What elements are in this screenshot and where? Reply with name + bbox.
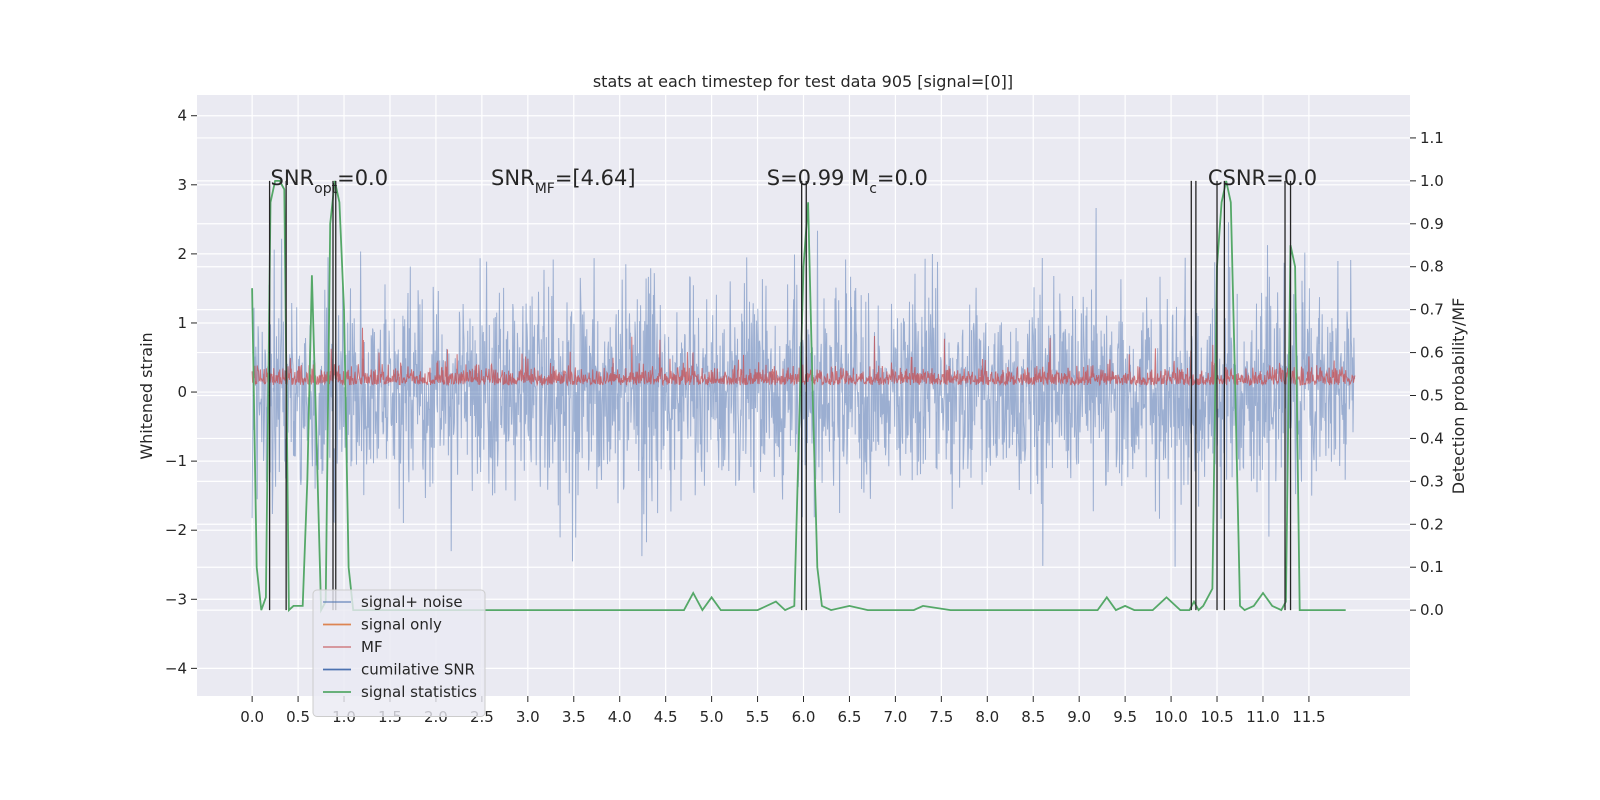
y2-tick-label: 0.9 <box>1420 215 1444 233</box>
y-tick-label: 1 <box>177 314 187 332</box>
y-tick-label: −1 <box>165 452 187 470</box>
y-tick-label: 4 <box>177 107 187 125</box>
series-layer <box>251 180 1356 614</box>
y-tick-label: −3 <box>165 590 187 608</box>
y2-tick-label: 0.6 <box>1420 344 1444 362</box>
y2-tick-label: 0.4 <box>1420 429 1444 447</box>
y2-tick-label: 1.1 <box>1420 129 1444 147</box>
x-tick-label: 4.0 <box>608 708 632 726</box>
x-tick-label: 11.5 <box>1292 708 1325 726</box>
y-tick-label: 3 <box>177 176 187 194</box>
annotation-text: SNRMF=[4.64] <box>491 166 636 197</box>
x-tick-label: 10.0 <box>1154 708 1187 726</box>
y2-tick-label: 0.7 <box>1420 301 1444 319</box>
annotation-text: SNRopt=0.0 <box>271 166 389 197</box>
y2-tick-label: 0.2 <box>1420 515 1444 533</box>
legend-label: signal statistics <box>361 683 477 701</box>
y2-ticks: 1.1 1.0 0.9 0.8 0.7 0.6 0.5 0.4 0.3 0.2 0.1 0.0 <box>1410 129 1444 619</box>
y2-tick-label: 0.1 <box>1420 558 1444 576</box>
x-tick-label: 5.5 <box>746 708 770 726</box>
y2-tick-label: 0.0 <box>1420 601 1444 619</box>
x-tick-label: 11.0 <box>1246 708 1279 726</box>
y-tick-label: −4 <box>165 659 187 677</box>
x-tick-label: 9.5 <box>1113 708 1137 726</box>
x-tick-label: 7.0 <box>883 708 907 726</box>
series-line-signal-statistics <box>251 180 1346 614</box>
y2-tick-label: 0.5 <box>1420 387 1444 405</box>
y-ticks: 4 3 2 1 0 −1 −2 −3 −4 <box>165 107 197 677</box>
x-tick-label: 7.5 <box>929 708 953 726</box>
chart-title: stats at each timestep for test data 905… <box>593 72 1013 91</box>
y-tick-label: 2 <box>177 245 187 263</box>
x-tick-label: 8.0 <box>975 708 999 726</box>
legend-box <box>312 589 486 717</box>
x-tick-label: 10.5 <box>1200 708 1233 726</box>
y2-tick-label: 1.0 <box>1420 172 1444 190</box>
x-tick-label: 0.5 <box>286 708 310 726</box>
x-tick-label: 4.5 <box>654 708 678 726</box>
x-tick-label: 5.0 <box>700 708 724 726</box>
x-tick-label: 0.0 <box>240 708 264 726</box>
annotation-text: S=0.99 Mc=0.0 <box>767 166 928 197</box>
series-line-signal-noise <box>251 207 1356 567</box>
y2-axis-label: Detection probability/MF <box>1449 298 1468 495</box>
legend-label: signal only <box>361 616 442 634</box>
annotation-text: CSNR=0.0 <box>1208 166 1317 190</box>
y2-tick-label: 0.3 <box>1420 472 1444 490</box>
x-tick-label: 6.0 <box>792 708 816 726</box>
y-tick-label: −2 <box>165 521 187 539</box>
y-axis-label: Whitened strain <box>137 332 156 459</box>
x-ticks: 0.00.51.01.52.02.53.03.54.04.55.05.56.06… <box>240 696 1326 726</box>
x-tick-label: 3.5 <box>562 708 586 726</box>
legend-label: cumilative SNR <box>361 661 475 679</box>
x-tick-label: 3.0 <box>516 708 540 726</box>
annotations: SNRopt=0.0 SNRMF=[4.64] S=0.99 Mc=0.0 CSNR=… <box>271 166 1318 197</box>
y2-tick-label: 0.8 <box>1420 258 1444 276</box>
legend: signal+ noise signal only MF cumilative SNR… <box>312 589 486 717</box>
series-line-mf <box>251 327 1356 387</box>
x-tick-label: 9.0 <box>1067 708 1091 726</box>
x-tick-label: 8.5 <box>1021 708 1045 726</box>
x-tick-label: 6.5 <box>838 708 862 726</box>
legend-label: signal+ noise <box>361 593 463 611</box>
legend-label: MF <box>361 638 383 656</box>
y-tick-label: 0 <box>177 383 187 401</box>
